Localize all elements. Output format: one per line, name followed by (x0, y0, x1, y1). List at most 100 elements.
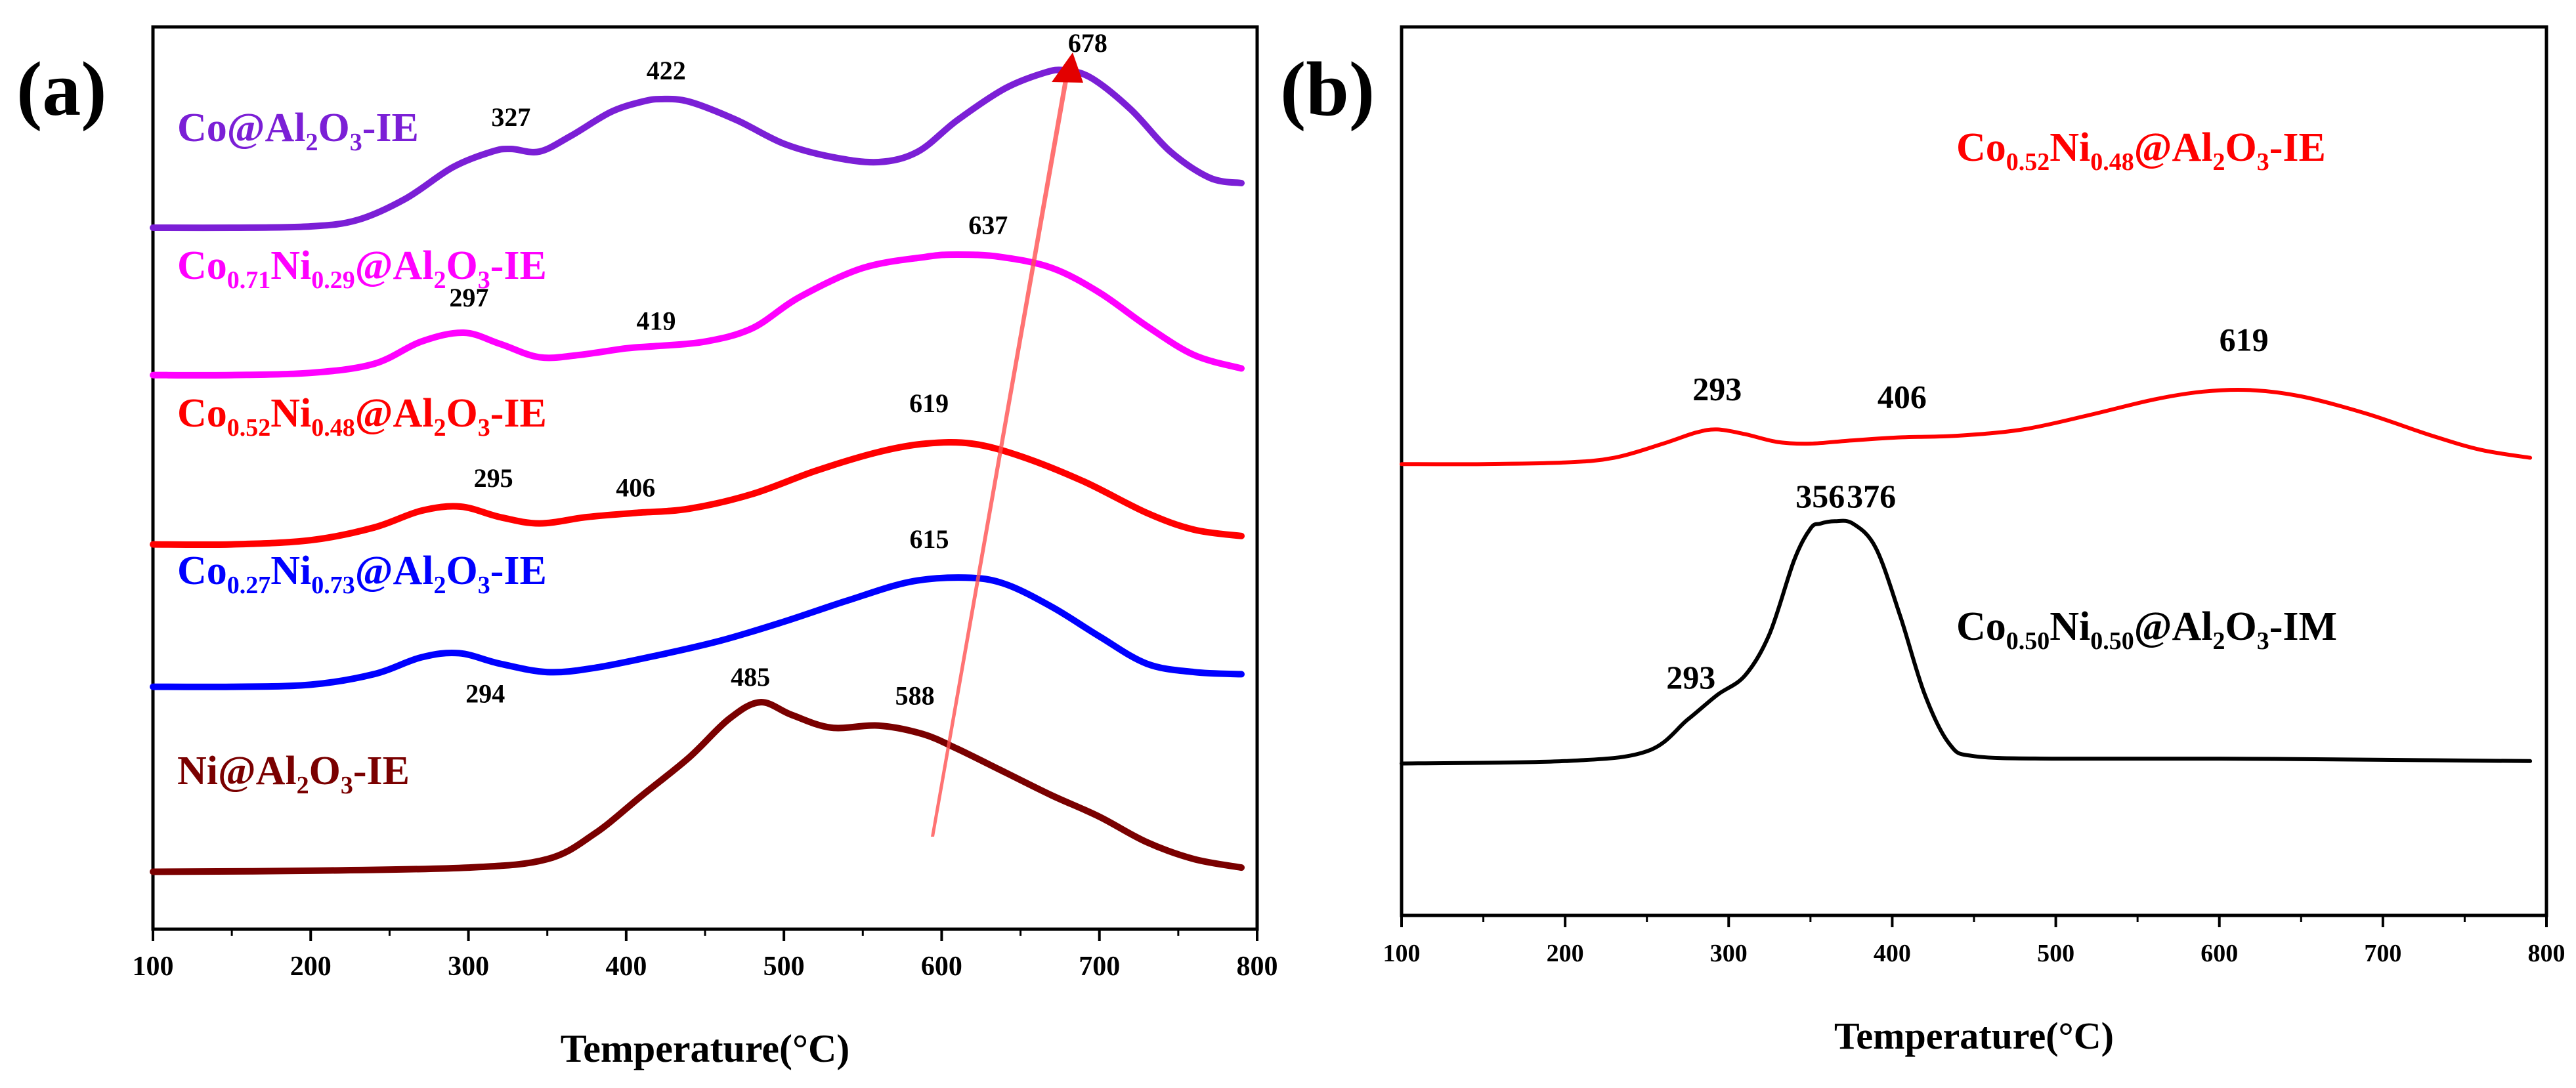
series-line (150, 574, 1245, 690)
peak-label: 293 (1666, 659, 1715, 696)
panel-a-xlabel: Temperature(°C) (561, 1027, 850, 1070)
series-label-part: Ni@Al (177, 749, 297, 793)
series-label-part: 0.52 (2006, 148, 2050, 176)
series-line (1400, 518, 2533, 766)
series-label-part: @Al (355, 549, 434, 593)
series-label-part: Ni (2050, 604, 2090, 649)
series-label-part: @Al (355, 243, 434, 288)
series-label-part: 0.27 (227, 572, 271, 599)
series-label-part: 0.48 (311, 414, 355, 442)
peak-label: 615 (910, 524, 949, 554)
peak-label: 406 (616, 473, 655, 503)
x-tick-label: 600 (2200, 940, 2238, 967)
series-line (150, 438, 1245, 549)
series-label-part: Ni (270, 391, 311, 436)
trend-arrow-head (1052, 52, 1083, 83)
x-tick-label: 300 (1710, 940, 1748, 967)
panel-a-frame (151, 25, 1259, 931)
peak-label: 376 (1847, 478, 1896, 514)
x-tick-label: 400 (1874, 940, 1911, 967)
series-label-part: 0.48 (2090, 148, 2134, 176)
x-tick-label: 100 (133, 952, 174, 982)
series-line (150, 251, 1245, 379)
series-label-part: Co (1956, 125, 2006, 170)
series-label-part: 3 (2257, 148, 2269, 176)
series-label-part: Co (1956, 604, 2006, 649)
peak-label: 678 (1068, 28, 1107, 58)
series-label-part: 2 (433, 414, 446, 442)
series-label-part: Ni (270, 243, 311, 288)
peak-label: 422 (647, 56, 686, 85)
series-label-part: 2 (2212, 627, 2225, 655)
x-tick-label: 600 (921, 952, 962, 982)
series-label-part: 2 (305, 129, 318, 156)
peak-label: 419 (637, 306, 676, 335)
series-label-part: O (446, 243, 477, 288)
panel-a-peak-labels: 327 422 678 297 419 637 295 406 619 294 615 485 588 (449, 28, 1107, 711)
series-label-part: -IE (490, 243, 547, 288)
series-label-part: 2 (433, 572, 446, 599)
series-label-part: -IE (353, 749, 410, 793)
series-label-part: 0.73 (311, 572, 355, 599)
series-label-part: @Al (2134, 604, 2213, 649)
series-label-part: O (309, 749, 341, 793)
x-tick-label: 800 (2528, 940, 2565, 967)
series-label-part: -IE (2269, 125, 2326, 170)
panel-a-series-labels: Co@Al2O3-IECo0.71Ni0.29@Al2O3-IECo0.52Ni… (177, 106, 547, 799)
x-tick-label: 200 (1547, 940, 1584, 967)
series-label: Co@Al2O3-IE (177, 106, 419, 156)
series-label-part: 3 (2257, 627, 2269, 655)
peak-label: 619 (2220, 321, 2269, 358)
panel-b-x-axis: 100 200 300 400 500 600 700 800 (1383, 915, 2565, 967)
trend-arrow-shaft (931, 72, 1069, 837)
series-line (1400, 387, 2533, 467)
series-label-part: 0.29 (311, 266, 355, 294)
x-tick-label: 200 (290, 952, 332, 982)
series-label-part: Co@Al (177, 106, 305, 150)
peak-label: 485 (731, 662, 770, 692)
series-label-part: O (2225, 125, 2256, 170)
series-label: Co0.52Ni0.48@Al2O3-IE (1956, 125, 2326, 176)
series-label-part: 3 (478, 266, 490, 294)
series-label-part: 3 (478, 414, 490, 442)
series-label-part: 2 (297, 772, 309, 799)
series-label-part: Co (177, 549, 227, 593)
peak-label: 297 (449, 283, 488, 312)
peak-label: 406 (1878, 378, 1927, 415)
series-label-part: -IM (2269, 604, 2337, 649)
series-label-part: O (446, 391, 477, 436)
series-label: Co0.52Ni0.48@Al2O3-IE (177, 391, 547, 442)
x-tick-label: 400 (605, 952, 647, 982)
series-label: Co0.50Ni0.50@Al2O3-IM (1956, 604, 2337, 655)
peak-label: 588 (895, 681, 935, 711)
peak-label: 327 (491, 102, 530, 132)
series-label-part: @Al (355, 391, 434, 436)
series-label-part: Ni (2050, 125, 2090, 170)
series-label: Co0.27Ni0.73@Al2O3-IE (177, 549, 547, 599)
x-tick-label: 100 (1383, 940, 1421, 967)
series-label-part: O (318, 106, 349, 150)
panel-a: (a) 327 422 678 297 419 637 295 406 619 294 615 485… (16, 25, 1278, 1070)
series-label-part: -IE (490, 391, 547, 436)
series-label-part: 0.50 (2090, 627, 2134, 655)
peak-label: 293 (1692, 370, 1742, 407)
x-tick-label: 300 (448, 952, 489, 982)
series-label-part: 3 (350, 129, 362, 156)
peak-label: 294 (465, 679, 505, 708)
x-tick-label: 700 (1079, 952, 1120, 982)
series-label-part: -IE (362, 106, 419, 150)
panel-b-xlabel: Temperature(°C) (1834, 1015, 2114, 1057)
series-label-part: Co (177, 391, 227, 436)
series-label-part: Co (177, 243, 227, 288)
series-label-part: 2 (433, 266, 446, 294)
series-label-part: -IE (490, 549, 547, 593)
series-label-part: 2 (2212, 148, 2225, 176)
series-label: Ni@Al2O3-IE (177, 749, 410, 799)
series-label-part: @Al (2134, 125, 2213, 170)
peak-label: 356 (1795, 478, 1845, 514)
panel-a-label: (a) (16, 46, 107, 132)
series-label-part: O (446, 549, 477, 593)
panel-b-label: (b) (1280, 46, 1375, 132)
